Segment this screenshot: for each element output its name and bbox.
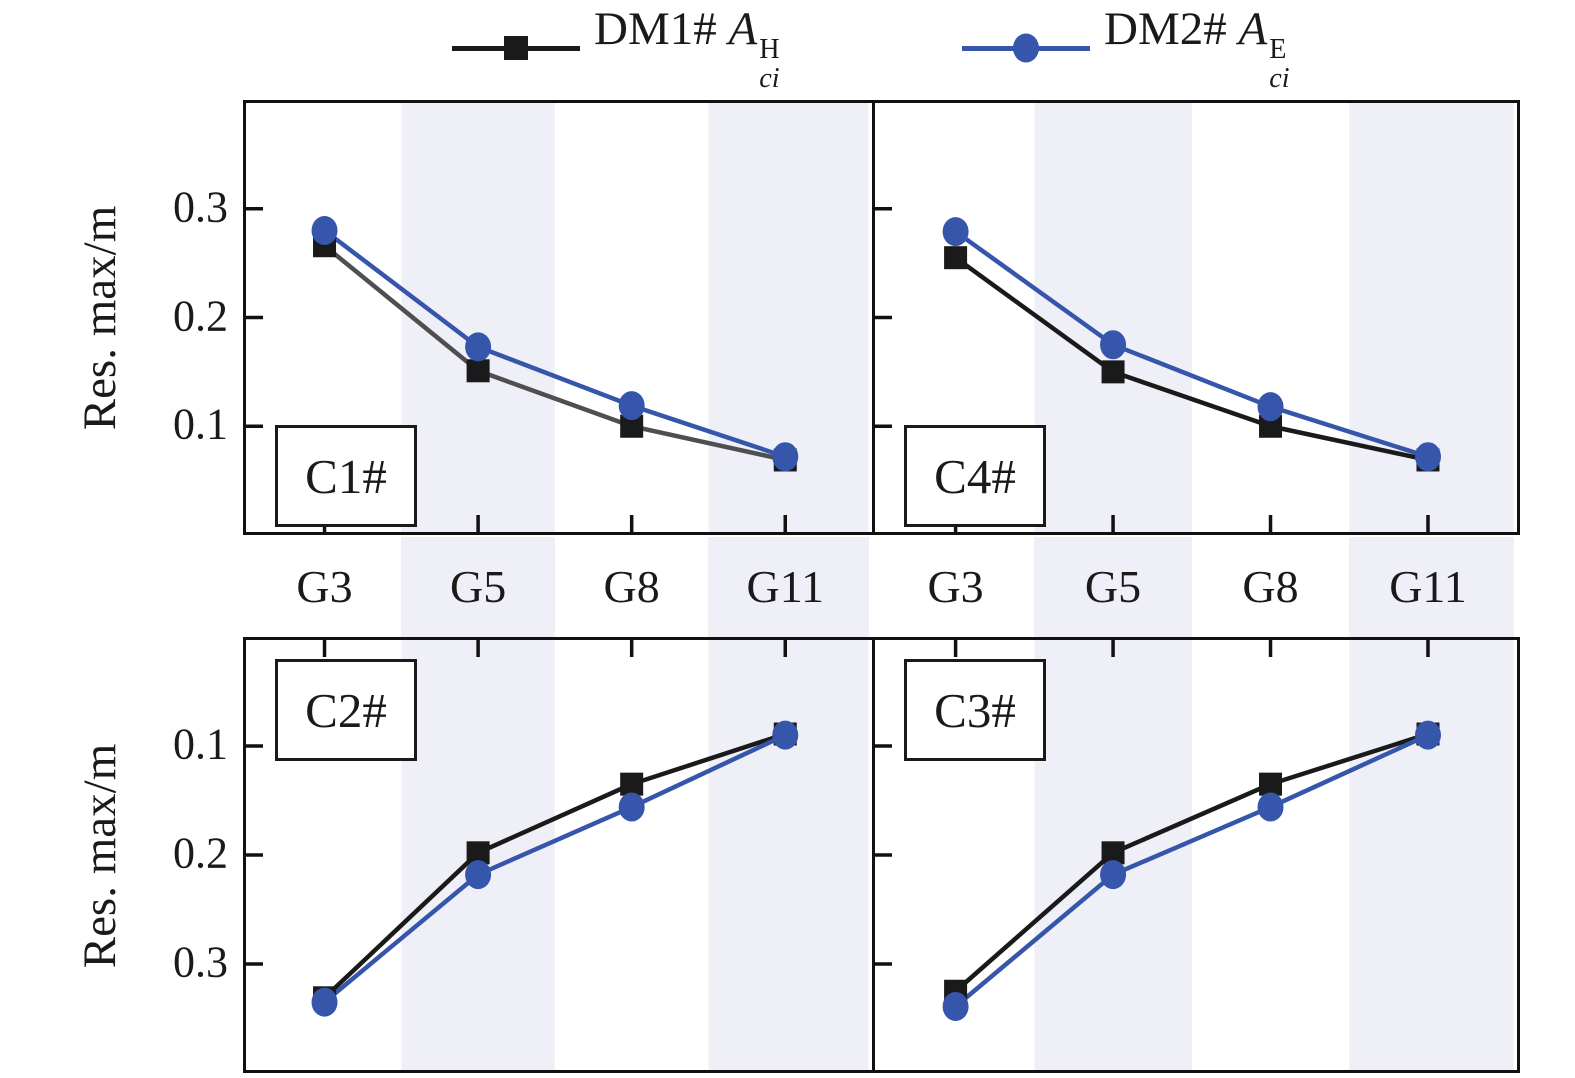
- x-category-label: G11: [746, 561, 824, 612]
- legend-text: DM1#: [594, 3, 729, 56]
- chart-panel-c2: C2#: [243, 637, 875, 1073]
- legend-superscript: H: [759, 34, 780, 65]
- legend-line-blue: [962, 33, 1090, 63]
- legend-superscript: E: [1269, 34, 1287, 65]
- square-marker-icon: [504, 36, 528, 60]
- x-category-label: G3: [927, 561, 984, 612]
- x-category-label: G8: [1242, 561, 1299, 612]
- y-tick-label-bottom: 0.3: [173, 937, 228, 987]
- panel-label-c2: C2#: [275, 659, 417, 761]
- category-band: [401, 537, 555, 637]
- legend-symbol: A: [1238, 3, 1268, 56]
- x-category-label: G8: [603, 561, 660, 612]
- chart-canvas-c1: [243, 100, 875, 535]
- chart-panel-c4: C4#: [872, 100, 1520, 535]
- legend-symbol: A: [728, 3, 758, 56]
- x-category-label: G5: [449, 561, 507, 612]
- panel-label-c4: C4#: [904, 425, 1046, 527]
- chart-panel-c1: C1#: [243, 100, 875, 535]
- x-category-label: G3: [296, 561, 353, 612]
- chart-canvas-c3: [872, 637, 1520, 1073]
- y-axis-title-bottom: Res. max/m: [74, 743, 126, 969]
- legend-text: DM2#: [1104, 3, 1239, 56]
- chart-canvas-c4: [872, 100, 1520, 535]
- category-band: [1349, 537, 1514, 637]
- category-band: [1034, 537, 1192, 637]
- y-tick-label-bottom: 0.2: [173, 828, 228, 878]
- y-tick-label-bottom: 0.1: [173, 719, 228, 769]
- category-band: [708, 537, 869, 637]
- y-axis-title-top: Res. max/m: [74, 205, 126, 431]
- y-tick-label-top: 0.3: [173, 182, 228, 232]
- x-category-label: G5: [1084, 561, 1142, 612]
- y-tick-label-top: 0.2: [173, 290, 228, 340]
- panel-label-c3: C3#: [904, 659, 1046, 761]
- legend-subscript: ci: [759, 62, 780, 94]
- legend-subscript: ci: [1269, 62, 1290, 94]
- y-tick-label-top: 0.1: [173, 399, 228, 449]
- x-category-label: G11: [1389, 561, 1467, 612]
- legend-line-black: [452, 36, 580, 60]
- chart-panel-c3: C3#: [872, 637, 1520, 1073]
- circle-marker-icon: [1013, 33, 1039, 63]
- panel-label-c1: C1#: [275, 425, 417, 527]
